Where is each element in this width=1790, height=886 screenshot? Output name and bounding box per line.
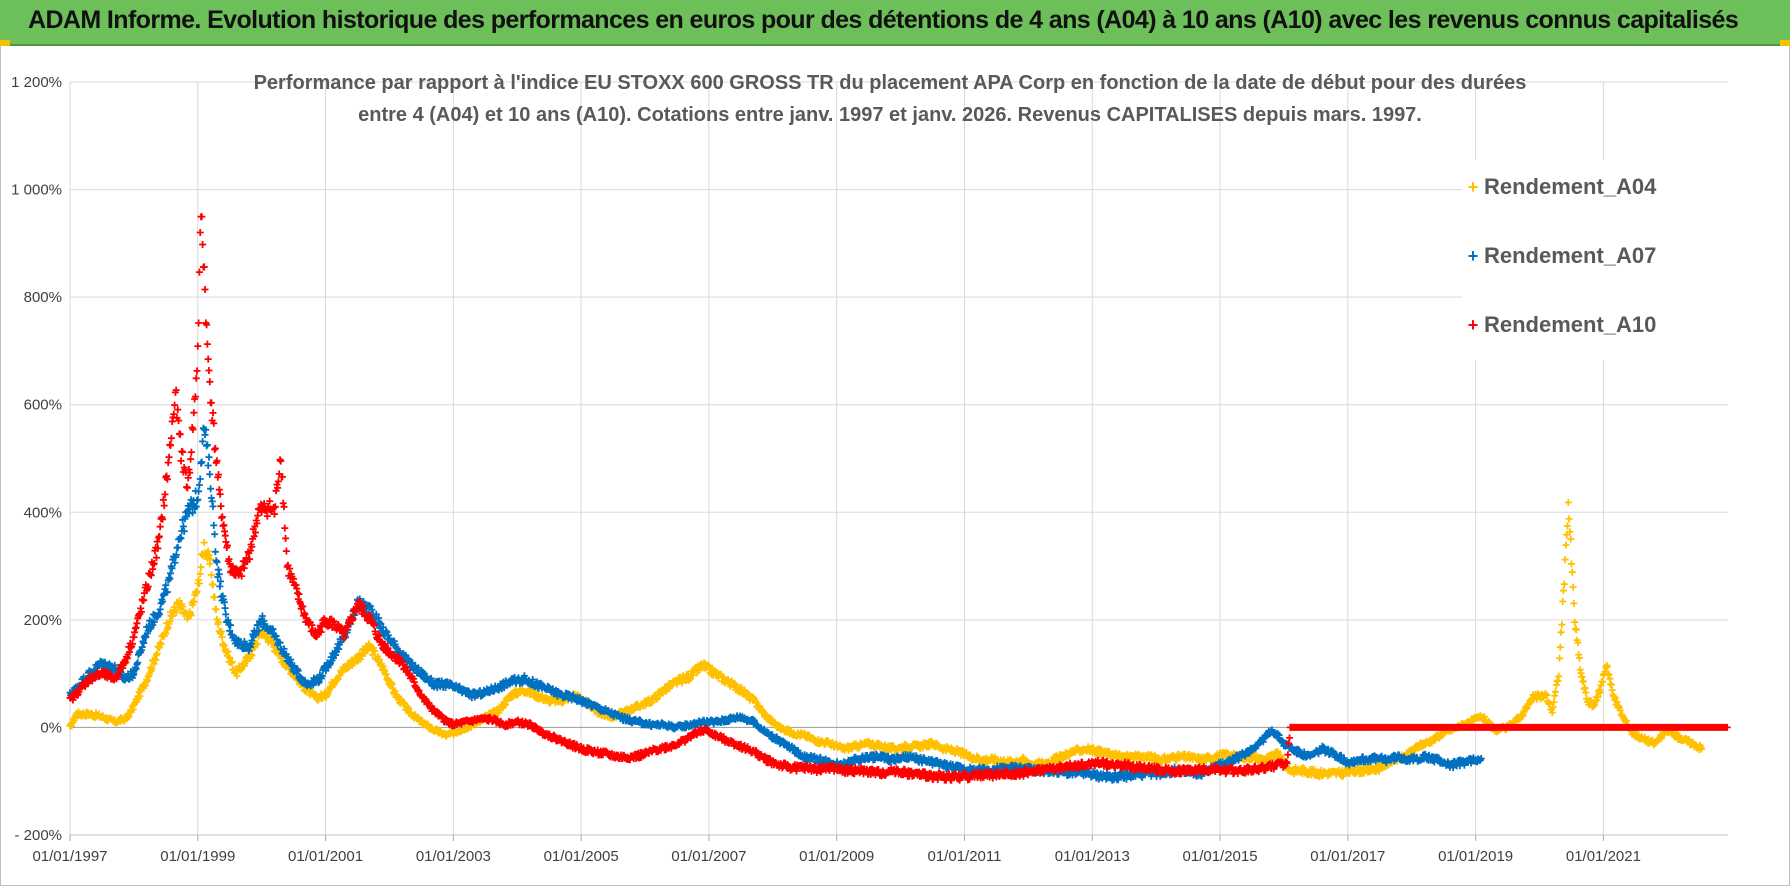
- x-tick-label: 01/01/2013: [1055, 848, 1130, 865]
- data-series: [66, 211, 1731, 784]
- legend-label-a10: Rendement_A10: [1484, 312, 1657, 338]
- y-tick-label: 600%: [24, 397, 62, 414]
- series-points-Rendement_A04: [66, 499, 1706, 781]
- x-tick-label: 01/01/2003: [416, 848, 491, 865]
- x-tick-label: 01/01/2015: [1183, 848, 1258, 865]
- series-Rendement_A10: [66, 211, 1731, 784]
- tick-labels: - 200% 0% 200% 400% 600% 800% 1 000% 1 200% 01/0…: [11, 74, 1641, 865]
- y-tick-label: 1 000%: [11, 182, 62, 199]
- x-tick-label: 01/01/2021: [1566, 848, 1641, 865]
- legend-marker-a10: +: [1467, 314, 1479, 335]
- chart-title-line-1: Performance par rapport à l'indice EU ST…: [253, 72, 1527, 94]
- legend-label-a07: Rendement_A07: [1484, 243, 1657, 269]
- x-tick-label: 01/01/2011: [928, 848, 1002, 865]
- x-tick-label: 01/01/2009: [799, 848, 874, 865]
- legend-marker-a07: +: [1467, 245, 1479, 266]
- y-tick-label: - 200%: [14, 827, 62, 844]
- chart-title-line-2: entre 4 (A04) et 10 ans (A10). Cotations…: [358, 104, 1422, 126]
- x-tick-label: 01/01/2019: [1438, 848, 1513, 865]
- legend-label-a04: Rendement_A04: [1484, 174, 1657, 200]
- series-points-Rendement_A10: [66, 213, 1731, 784]
- series-Rendement_A04: [66, 499, 1706, 781]
- x-tick-label: 01/01/2017: [1310, 848, 1385, 865]
- y-tick-label: 0%: [40, 719, 62, 736]
- gridlines: [69, 81, 1728, 836]
- legend-item-a10: + Rendement_A10: [1462, 311, 1657, 345]
- chart-legend: + Rendement_A04 + Rendement_A07 + Rendement…: [1462, 160, 1732, 360]
- x-tick-label: 01/01/1997: [32, 848, 107, 865]
- banner-accent-left: [0, 40, 10, 46]
- legend-item-a04: + Rendement_A04: [1462, 173, 1657, 207]
- y-tick-label: 800%: [24, 289, 62, 306]
- banner-accent-right: [1780, 40, 1790, 46]
- x-tick-label: 01/01/2005: [544, 848, 619, 865]
- report-title: ADAM Informe. Evolution historique des p…: [28, 6, 1739, 34]
- x-tick-label: 01/01/1999: [160, 848, 235, 865]
- x-tick-label: 01/01/2001: [288, 848, 363, 865]
- y-tick-label: 1 200%: [11, 74, 62, 91]
- legend-marker-a04: +: [1467, 176, 1479, 197]
- y-tick-label: 400%: [24, 504, 62, 521]
- y-tick-label: 200%: [24, 612, 62, 629]
- legend-item-a07: + Rendement_A07: [1462, 242, 1657, 276]
- x-tick-label: 01/01/2007: [671, 848, 746, 865]
- header-banner: ADAM Informe. Evolution historique des p…: [0, 0, 1790, 46]
